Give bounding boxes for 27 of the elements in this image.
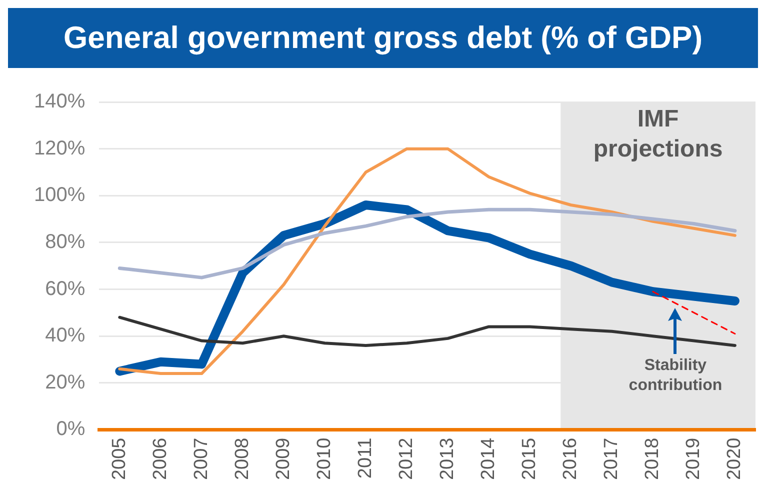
- x-tick-label: 2012: [396, 438, 418, 480]
- x-tick-label: 2020: [724, 438, 746, 480]
- x-tick-label: 2019: [683, 438, 704, 480]
- annotation: Stability contribution: [628, 357, 722, 394]
- y-tick-label: 60%: [45, 278, 86, 300]
- y-tick-label: 20%: [45, 371, 86, 394]
- x-tick-label: 2007: [190, 438, 212, 480]
- y-tick-label: 40%: [45, 324, 86, 347]
- x-tick-label: 2017: [601, 438, 622, 480]
- x-tick-label: 2014: [478, 437, 500, 480]
- band-label: IMF projections: [593, 106, 723, 163]
- x-tick-label: 2010: [314, 438, 335, 480]
- y-tick-label: 0%: [56, 418, 86, 440]
- x-tick-label: 2016: [560, 438, 582, 480]
- y-tick-label: 100%: [34, 184, 86, 206]
- x-tick-label: 2018: [642, 438, 664, 480]
- x-tick-label: 2008: [232, 438, 253, 480]
- chart-title: General government gross debt (% of GDP): [8, 8, 758, 68]
- x-tick-label: 2015: [519, 438, 540, 480]
- x-tick-label: 2006: [150, 438, 171, 480]
- x-tick-label: 2013: [437, 438, 458, 480]
- y-tick-label: 80%: [45, 230, 86, 253]
- x-tick-label: 2011: [355, 438, 376, 479]
- x-tick-label: 2009: [272, 438, 294, 480]
- y-tick-label: 120%: [34, 137, 86, 160]
- y-tick-label: 140%: [34, 90, 86, 113]
- x-tick-label: 2005: [108, 438, 130, 480]
